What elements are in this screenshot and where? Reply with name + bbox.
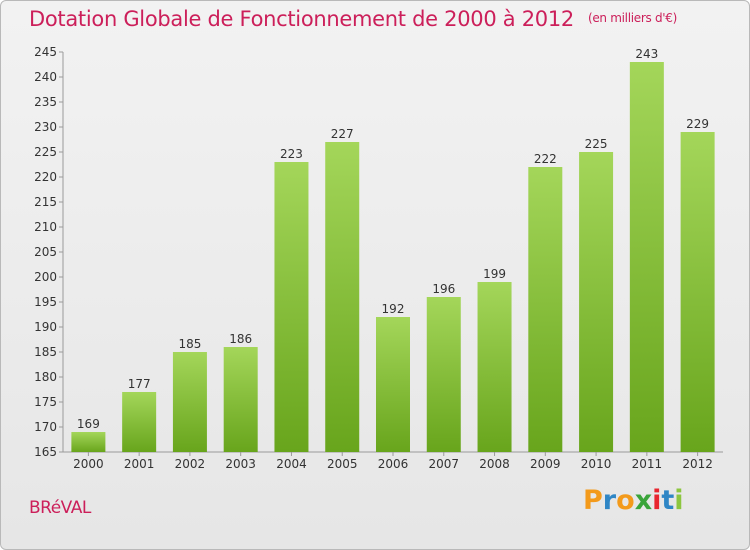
bar [528, 167, 563, 452]
y-tick-label: 225 [34, 145, 57, 159]
y-tick-label: 220 [34, 170, 57, 184]
bar [71, 432, 106, 452]
x-tick-label: 2002 [175, 457, 206, 471]
bar [274, 162, 309, 452]
y-tick-label: 235 [34, 95, 57, 109]
x-tick-label: 2012 [682, 457, 713, 471]
x-tick-label: 2009 [530, 457, 561, 471]
chart-title: Dotation Globale de Fonctionnement de 20… [29, 7, 677, 31]
x-tick-label: 2010 [581, 457, 612, 471]
x-tick-label: 2004 [276, 457, 307, 471]
bar [223, 347, 258, 452]
bar-value-label: 222 [534, 152, 557, 166]
x-tick-label: 2011 [632, 457, 663, 471]
proxiti-logo: Proxiti [583, 485, 684, 516]
chart-bars [71, 62, 715, 452]
logo-letter: o [616, 485, 635, 516]
logo-letter: r [602, 485, 617, 516]
bar [477, 282, 512, 452]
bar [629, 62, 664, 452]
bar [325, 142, 360, 452]
chart-axes: 165 170 175 180 185 190 195 200 205 210 215 220 225 2… [34, 45, 723, 471]
y-tick-label: 195 [34, 295, 57, 309]
bar-value-label: 186 [229, 332, 252, 346]
bar-value-label: 177 [128, 377, 151, 391]
y-tick-label: 215 [34, 195, 57, 209]
bar [680, 132, 715, 452]
x-tick-label: 2007 [428, 457, 459, 471]
bar-value-label: 223 [280, 147, 303, 161]
x-tick-label: 2006 [378, 457, 409, 471]
bar [376, 317, 410, 452]
y-tick-label: 200 [34, 270, 57, 284]
y-tick-label: 165 [34, 445, 57, 459]
y-tick-label: 230 [34, 120, 57, 134]
bar-value-label: 192 [382, 302, 405, 316]
bar-value-label: 227 [331, 127, 354, 141]
x-tick-label: 2003 [225, 457, 256, 471]
logo-letter: x [634, 485, 653, 516]
y-tick-label: 180 [34, 370, 57, 384]
logo-letter: i [652, 485, 662, 516]
chart-title-text: Dotation Globale de Fonctionnement de 20… [29, 7, 574, 31]
x-tick-label: 2008 [479, 457, 510, 471]
logo-letter: i [674, 485, 684, 516]
y-tick-label: 175 [34, 395, 57, 409]
x-tick-label: 2001 [124, 457, 155, 471]
chart-data-labels: 169 177 185 186 223 227 192 196 199 222 225 243 229 [77, 47, 709, 431]
y-tick-label: 240 [34, 70, 57, 84]
unit-note: (en milliers d'€) [587, 11, 677, 25]
bar [122, 392, 157, 452]
bar-value-label: 229 [686, 117, 709, 131]
bar-value-label: 196 [432, 282, 455, 296]
y-tick-label: 205 [34, 245, 57, 259]
bar-value-label: 243 [635, 47, 658, 61]
x-tick-label: 2005 [327, 457, 358, 471]
y-tick-label: 185 [34, 345, 57, 359]
bar-value-label: 185 [178, 337, 201, 351]
logo-letter: P [583, 485, 603, 516]
y-tick-label: 170 [34, 420, 57, 434]
y-tick-label: 210 [34, 220, 57, 234]
bar [579, 152, 614, 452]
logo-letter: t [661, 485, 675, 516]
bar-value-label: 199 [483, 267, 506, 281]
y-tick-label: 190 [34, 320, 57, 334]
y-tick-label: 245 [34, 45, 57, 59]
bar [172, 352, 207, 452]
bar [426, 297, 461, 452]
bar-value-label: 225 [585, 137, 608, 151]
x-tick-label: 2000 [73, 457, 104, 471]
commune-name: BRéVAL [29, 498, 91, 518]
bar-value-label: 169 [77, 417, 100, 431]
